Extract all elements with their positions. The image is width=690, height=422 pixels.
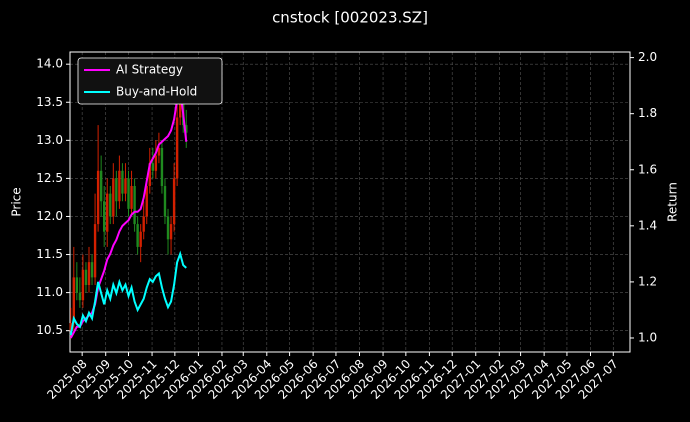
candle-body <box>172 178 176 225</box>
y-tick-label: 13.5 <box>36 95 63 109</box>
candle-body <box>127 178 130 209</box>
candle-body <box>109 193 112 217</box>
candle-body <box>69 323 72 331</box>
candle-body <box>115 178 118 202</box>
y-tick-label: 11.5 <box>36 247 63 261</box>
candle-body <box>157 147 161 156</box>
candle-body <box>151 163 155 171</box>
y2-tick-label: 2.0 <box>638 50 657 64</box>
legend-label: AI Strategy <box>116 63 183 77</box>
y2-tick-label: 1.4 <box>638 218 657 232</box>
y-tick-label: 13.0 <box>36 133 63 147</box>
candle-body <box>133 186 136 225</box>
candle-body <box>93 224 97 278</box>
candle-body <box>78 292 82 301</box>
chart-title: cnstock [002023.SZ] <box>272 9 428 27</box>
candle-body <box>139 231 142 247</box>
y2-tick-label: 1.8 <box>638 106 657 120</box>
candle-body <box>106 193 109 232</box>
y2-tick-label: 1.0 <box>638 330 657 344</box>
candle-body <box>96 170 100 225</box>
candle-body <box>136 224 139 247</box>
candle-body <box>124 178 127 194</box>
candle-body <box>163 186 167 217</box>
y-tick-label: 10.5 <box>36 323 63 337</box>
legend-label: Buy-and-Hold <box>116 85 197 99</box>
y-tick-label: 11.0 <box>36 285 63 299</box>
candle-body <box>90 262 94 278</box>
y2-tick-label: 1.6 <box>638 162 657 176</box>
candle-body <box>185 125 188 133</box>
candle-body <box>84 269 88 285</box>
candle-body <box>148 163 151 187</box>
candle-body <box>182 87 185 126</box>
candle-body <box>154 155 158 171</box>
y-tick-label: 14.0 <box>36 57 63 71</box>
y-tick-label: 12.0 <box>36 209 63 223</box>
candle-body <box>166 216 170 240</box>
candle-body <box>87 262 91 285</box>
legend-box <box>77 57 223 105</box>
candle-body <box>169 224 173 240</box>
candle-body <box>175 117 179 179</box>
plot-frame <box>69 51 631 353</box>
candle-body <box>160 147 164 187</box>
y-tick-label: 12.5 <box>36 171 63 185</box>
candle-body <box>118 170 121 202</box>
y2-axis-label: Return <box>666 182 680 222</box>
candle-body <box>75 277 79 293</box>
candle-body <box>102 201 106 232</box>
candle-body <box>112 178 115 217</box>
y-axis-label: Price <box>10 187 24 216</box>
candle-body <box>130 186 133 209</box>
candle-body <box>81 269 85 301</box>
y2-tick-label: 1.2 <box>638 274 657 288</box>
candle-body <box>142 216 145 232</box>
candle-body <box>121 170 124 194</box>
candle-body <box>145 186 148 217</box>
candle-body <box>72 277 75 324</box>
candle-body <box>99 170 103 202</box>
series-line <box>69 250 187 336</box>
